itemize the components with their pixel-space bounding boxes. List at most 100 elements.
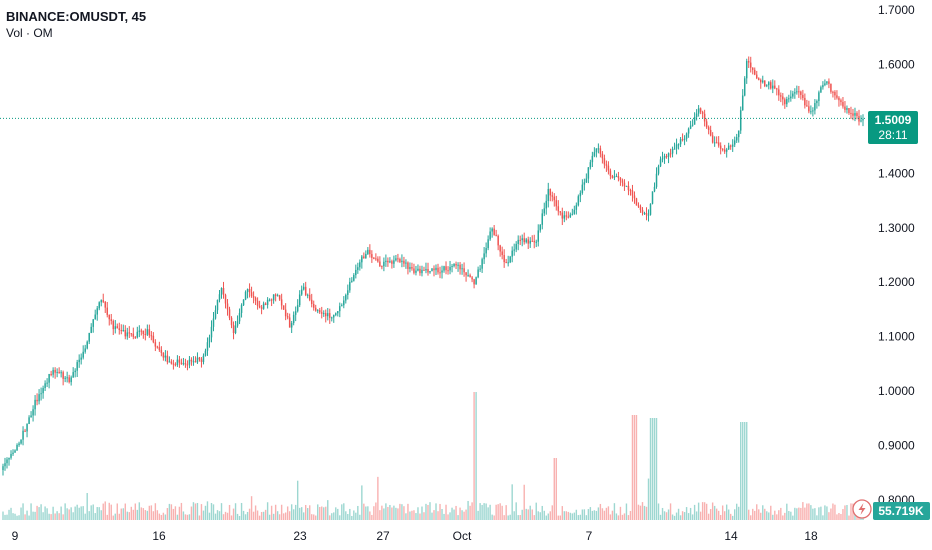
- candle-body: [36, 399, 38, 402]
- volume-bar: [463, 511, 465, 520]
- candle-body: [333, 314, 335, 318]
- volume-bar: [192, 502, 195, 520]
- volume-bar: [725, 504, 728, 520]
- candle-body: [337, 311, 339, 314]
- candle-body: [617, 176, 620, 178]
- volume-bar: [667, 509, 670, 520]
- candle-body: [487, 239, 489, 249]
- volume-bar: [387, 506, 389, 520]
- symbol-title[interactable]: BINANCE:OMUSDT, 45: [6, 9, 147, 24]
- candle-body: [451, 266, 453, 268]
- volume-bar: [154, 503, 157, 520]
- candle-body: [571, 213, 574, 215]
- candle-body: [180, 362, 183, 365]
- candle-body: [234, 325, 237, 333]
- volume-bar: [689, 507, 692, 520]
- volume-bar: [208, 512, 211, 520]
- candle-body: [525, 239, 527, 243]
- candle-body: [691, 124, 694, 126]
- candle-body: [276, 295, 279, 297]
- candle-body: [850, 112, 852, 114]
- candle-body: [136, 331, 139, 338]
- volume-bar: [367, 506, 369, 520]
- candle-body: [529, 240, 531, 244]
- volume-bar: [796, 508, 798, 520]
- volume-bar: [651, 418, 654, 520]
- volume-bar: [731, 515, 734, 520]
- candle-body: [790, 96, 792, 99]
- volume-bar: [140, 507, 143, 520]
- candle-body: [559, 211, 562, 213]
- candle-body: [244, 291, 247, 300]
- volume-bar: [144, 510, 147, 520]
- volume-bar: [443, 513, 445, 520]
- candle-body: [810, 111, 812, 113]
- candle-body: [575, 205, 578, 210]
- volume-bar: [423, 512, 425, 520]
- candle-body: [252, 296, 255, 298]
- candle-body: [441, 270, 443, 273]
- candle-body: [780, 95, 782, 97]
- volume-bar: [449, 512, 451, 520]
- volume-bar: [595, 510, 598, 520]
- volume-bar: [826, 506, 828, 520]
- candle-body: [820, 87, 822, 93]
- candle-body: [719, 145, 722, 149]
- candle-body: [583, 182, 586, 185]
- volume-bar: [774, 510, 776, 520]
- candle-body: [828, 81, 830, 84]
- volume-bar: [846, 505, 848, 520]
- volume-bar: [124, 503, 126, 520]
- volume-bar: [300, 507, 303, 520]
- volume-bar: [385, 503, 387, 520]
- volume-bar: [824, 505, 826, 520]
- volume-bar: [788, 511, 790, 520]
- candle-body: [595, 148, 598, 153]
- time-axis[interactable]: 9 16 23 27 Oct 7 14 18: [12, 529, 818, 543]
- volume-bar: [138, 502, 141, 520]
- candle-body: [248, 289, 251, 293]
- volume-bar: [180, 502, 183, 520]
- volume-bar: [515, 502, 517, 520]
- volume-bar: [567, 511, 570, 520]
- candle-body: [294, 311, 297, 315]
- candle-body: [812, 110, 814, 112]
- lightning-icon[interactable]: [852, 499, 872, 519]
- volume-bar: [697, 502, 700, 520]
- candle-body: [669, 153, 672, 155]
- candle-body: [788, 98, 790, 100]
- price-axis[interactable]: 1.70001.60001.50001.40001.30001.20001.10…: [878, 3, 915, 507]
- candle-body: [52, 369, 54, 375]
- volume-bar: [780, 507, 782, 520]
- candle-body: [511, 250, 513, 257]
- candle-body: [387, 260, 389, 263]
- candle-body: [80, 357, 82, 360]
- candle-body: [405, 262, 407, 264]
- candle-body: [637, 205, 640, 207]
- candle-body: [290, 323, 293, 328]
- volume-bar: [86, 493, 88, 520]
- candle-body: [517, 239, 519, 244]
- candle-body: [262, 303, 265, 309]
- candle-body: [471, 277, 473, 280]
- volume-bar: [317, 504, 319, 520]
- candle-body: [68, 377, 70, 383]
- volume-bar: [172, 508, 175, 520]
- volume-bar: [766, 511, 768, 520]
- volume-bar: [545, 515, 547, 520]
- candle-body: [543, 208, 546, 214]
- candle-body: [627, 185, 630, 191]
- volume-bar: [687, 513, 690, 520]
- candle-body: [713, 142, 716, 144]
- candle-body: [453, 263, 455, 267]
- volume-bar: [88, 511, 90, 520]
- candle-body: [762, 80, 764, 83]
- volume-indicator-label[interactable]: Vol · OM: [6, 26, 53, 40]
- volume-bar: [802, 502, 804, 520]
- candle-body: [697, 108, 700, 114]
- volume-bar: [623, 513, 626, 520]
- candle-body: [170, 361, 173, 364]
- candle-body: [140, 330, 143, 332]
- volume-bar: [437, 511, 439, 520]
